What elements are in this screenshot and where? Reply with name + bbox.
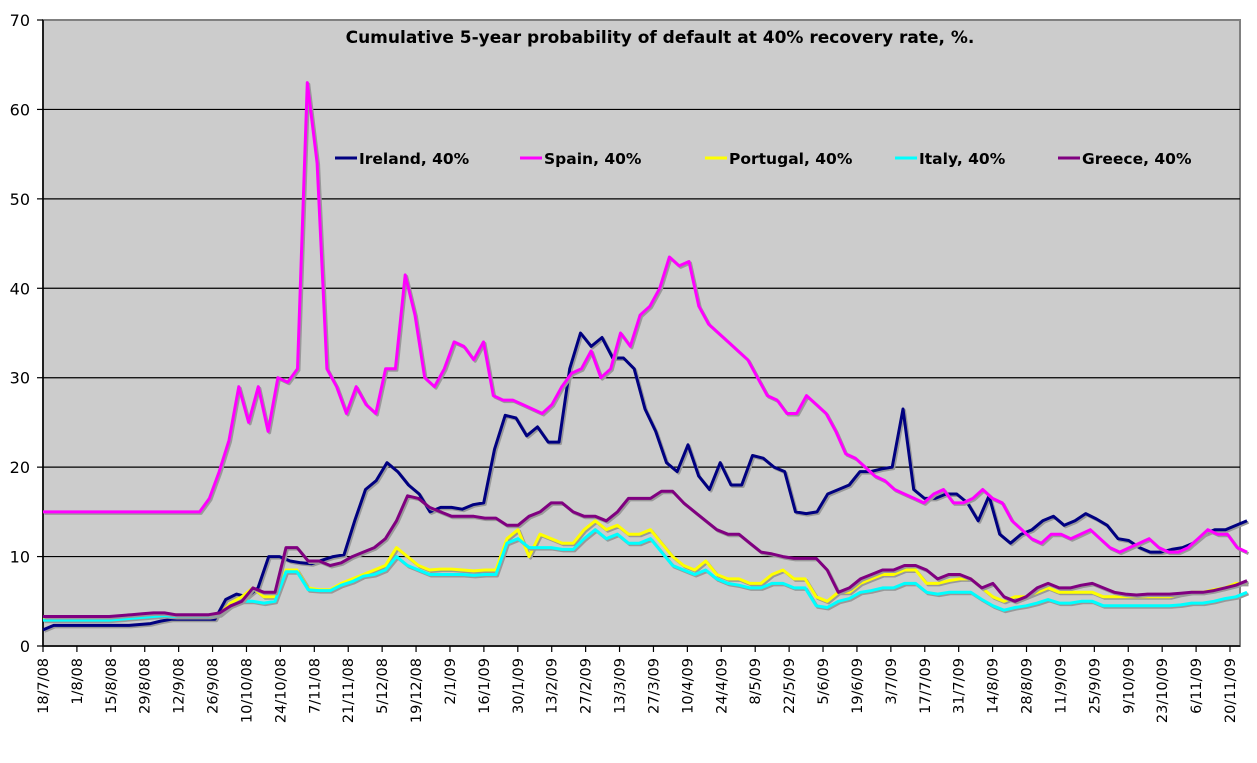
- x-tick-label: 1/8/08: [70, 658, 86, 705]
- x-tick-label: 8/5/09: [748, 658, 764, 705]
- x-tick-label: 27/2/09: [579, 658, 595, 714]
- x-tick-label: 30/1/09: [511, 658, 527, 714]
- x-axis: 18/7/08 1/8/08 15/8/08 29/8/08 12/9/08 26/9/0…: [36, 645, 1240, 723]
- x-tick-label: 7/11/08: [307, 658, 323, 714]
- y-tick-label: 40: [10, 279, 30, 298]
- y-tick-label: 0: [20, 637, 30, 656]
- x-tick-label: 19/6/09: [850, 658, 866, 714]
- y-tick-label: 20: [10, 458, 30, 477]
- legend-item-spain: Spain, 40%: [520, 150, 642, 168]
- x-tick-label: 3/7/09: [884, 658, 900, 705]
- plot-area: [42, 19, 1241, 647]
- y-axis: 0 10 20 30 40 50 60 70: [10, 11, 44, 656]
- x-tick-label: 24/10/08: [273, 658, 289, 723]
- series-layer: [42, 81, 1250, 633]
- legend-item-portugal: Portugal, 40%: [705, 150, 853, 168]
- x-tick-label: 22/5/09: [782, 658, 798, 714]
- legend-label: Portugal, 40%: [729, 150, 853, 168]
- series-line-spain: [43, 81, 1248, 554]
- x-tick-label: 25/9/09: [1087, 658, 1103, 714]
- series-line-portugal: [43, 519, 1247, 619]
- x-tick-label: 31/7/09: [952, 658, 968, 714]
- x-tick-label: 11/9/09: [1053, 658, 1069, 714]
- x-tick-label: 26/9/08: [206, 658, 222, 714]
- legend-label: Greece, 40%: [1082, 150, 1192, 168]
- x-tick-label: 2/1/09: [443, 658, 459, 705]
- y-tick-label: 30: [10, 369, 30, 388]
- x-tick-label: 15/8/08: [104, 658, 120, 714]
- x-tick-label: 5/12/08: [375, 658, 391, 714]
- y-tick-label: 60: [10, 100, 30, 119]
- x-tick-label: 28/8/09: [1020, 658, 1036, 714]
- y-tick-label: 10: [10, 548, 30, 567]
- x-tick-label: 19/12/08: [409, 658, 425, 723]
- x-tick-label: 27/3/09: [646, 658, 662, 714]
- x-tick-label: 10/10/08: [239, 658, 255, 723]
- x-tick-label: 14/8/09: [986, 658, 1002, 714]
- x-tick-label: 13/3/09: [613, 658, 629, 714]
- chart-title: Cumulative 5-year probability of default…: [346, 28, 975, 48]
- legend-item-ireland: Ireland, 40%: [335, 150, 470, 168]
- x-tick-label: 6/11/09: [1189, 658, 1205, 714]
- gridlines: [43, 108, 1240, 558]
- x-tick-label: 10/4/09: [680, 658, 696, 714]
- x-tick-label: 21/11/08: [341, 658, 357, 723]
- series-line-greece: [43, 489, 1248, 618]
- y-tick-label: 70: [10, 11, 30, 30]
- x-tick-label: 5/6/09: [816, 658, 832, 705]
- y-tick-label: 50: [10, 190, 30, 209]
- x-tick-label: 23/10/09: [1155, 658, 1171, 723]
- x-tick-label: 9/10/09: [1121, 658, 1137, 714]
- x-tick-label: 12/9/08: [172, 658, 188, 714]
- x-tick-label: 16/1/09: [477, 658, 493, 714]
- legend-item-italy: Italy, 40%: [895, 150, 1006, 168]
- legend-label: Spain, 40%: [544, 150, 642, 168]
- x-tick-label: 18/7/08: [36, 658, 52, 714]
- legend-label: Italy, 40%: [919, 150, 1006, 168]
- x-tick-label: 13/2/09: [545, 658, 561, 714]
- x-tick-label: 17/7/09: [918, 658, 934, 714]
- legend-item-greece: Greece, 40%: [1058, 150, 1192, 168]
- legend: Ireland, 40% Spain, 40% Portugal, 40% Italy…: [335, 150, 1192, 168]
- legend-label: Ireland, 40%: [359, 150, 470, 168]
- x-tick-label: 29/8/08: [138, 658, 154, 714]
- x-tick-label: 20/11/09: [1223, 658, 1239, 723]
- x-tick-label: 24/4/09: [714, 658, 730, 714]
